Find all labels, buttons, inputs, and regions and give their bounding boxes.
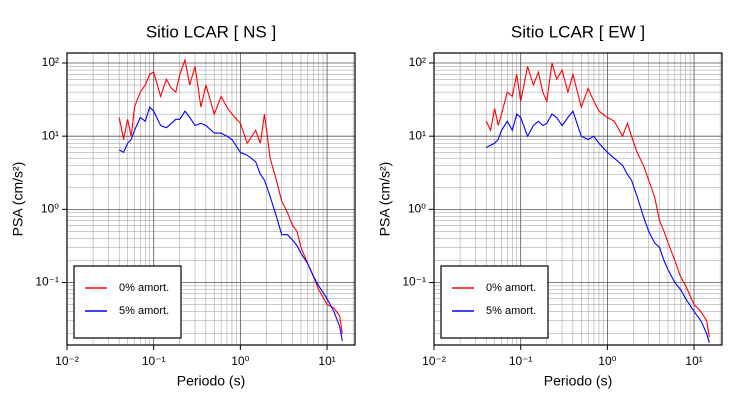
- y-axis-label: PSA (cm/s²): [377, 162, 393, 237]
- legend-label: 0% amort.: [119, 282, 169, 294]
- legend-label: 5% amort.: [119, 305, 169, 317]
- x-tick-label: 10¹: [685, 354, 702, 368]
- plot-frame: [433, 52, 723, 346]
- x-tick-label: 10¹: [318, 354, 335, 368]
- y-tick-label: 10²: [42, 55, 59, 69]
- x-tick-label: 10⁻²: [422, 354, 446, 368]
- chart-title: Sitio LCAR [ NS ]: [146, 22, 276, 41]
- x-tick-label: 10⁰: [231, 354, 249, 368]
- y-axis-label: PSA (cm/s²): [10, 162, 26, 237]
- series-line: [118, 57, 343, 334]
- y-tick-label: 10⁰: [408, 202, 426, 216]
- y-tick-label: 10⁻¹: [35, 275, 59, 289]
- x-tick-label: 10⁻¹: [142, 354, 166, 368]
- series-line: [485, 62, 710, 338]
- x-tick-label: 10⁻¹: [509, 354, 533, 368]
- x-axis-label: Periodo (s): [177, 373, 245, 389]
- legend-box: [440, 265, 549, 339]
- y-tick-label: 10⁰: [41, 202, 59, 216]
- y-tick-label: 10²: [409, 55, 426, 69]
- legend-box: [73, 265, 182, 339]
- legend-label: 5% amort.: [486, 305, 536, 317]
- y-tick-label: 10¹: [409, 128, 426, 142]
- series-line: [118, 106, 343, 341]
- y-tick-label: 10¹: [42, 128, 59, 142]
- legend-label: 0% amort.: [486, 282, 536, 294]
- plot-frame: [66, 52, 356, 346]
- chart-title: Sitio LCAR [ EW ]: [511, 22, 645, 41]
- y-tick-label: 10⁻¹: [402, 275, 426, 289]
- x-tick-label: 10⁻²: [55, 354, 79, 368]
- series-line: [485, 109, 710, 343]
- x-axis-label: Periodo (s): [544, 373, 612, 389]
- x-tick-label: 10⁰: [598, 354, 616, 368]
